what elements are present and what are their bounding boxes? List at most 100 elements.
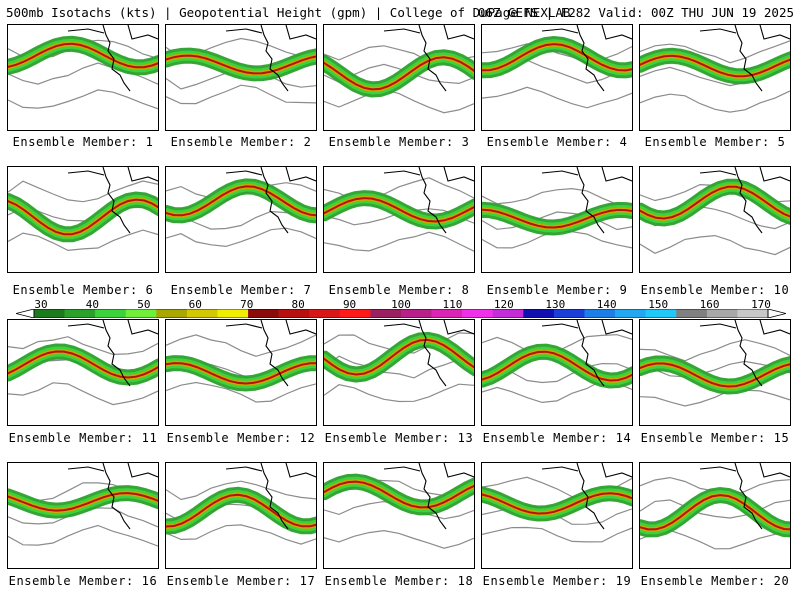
ensemble-member-map-14 xyxy=(481,319,633,426)
coastline xyxy=(699,25,790,92)
colorbar-swatch xyxy=(248,309,279,318)
height-contour xyxy=(640,499,790,519)
ensemble-member-label: Ensemble Member: 10 xyxy=(640,283,790,297)
coastline xyxy=(225,320,316,387)
height-contour xyxy=(482,43,632,65)
ensemble-member-label: Ensemble Member: 9 xyxy=(486,283,628,297)
colorbar-tick-label: 170 xyxy=(751,298,771,311)
ensemble-member-label: Ensemble Member: 14 xyxy=(482,431,632,445)
height-contour xyxy=(166,84,316,105)
ensemble-member-label: Ensemble Member: 18 xyxy=(324,574,474,588)
coastline xyxy=(67,25,158,92)
ensemble-member-map-9 xyxy=(481,166,633,273)
height-contour xyxy=(166,480,316,501)
ensemble-member-label: Ensemble Member: 17 xyxy=(166,574,316,588)
isotach-band xyxy=(8,350,158,379)
isotach-band xyxy=(166,493,316,528)
height-contour xyxy=(8,382,158,406)
colorbar-tick-label: 140 xyxy=(596,298,617,311)
colorbar-swatch xyxy=(370,309,402,318)
colorbar-tick-label: 100 xyxy=(391,298,411,311)
colorbar-swatch xyxy=(706,309,738,318)
isotach-band xyxy=(324,480,474,509)
coastline xyxy=(383,167,474,234)
coastline xyxy=(699,463,790,530)
ensemble-member-map-4 xyxy=(481,24,633,131)
ensemble-member-map-13 xyxy=(323,319,475,426)
ensemble-member-label: Ensemble Member: 3 xyxy=(328,135,470,149)
height-contour xyxy=(640,40,790,64)
isotach-band xyxy=(8,42,158,69)
isotach-band xyxy=(166,185,316,217)
ensemble-member-label: Ensemble Member: 1 xyxy=(12,135,154,149)
height-contour xyxy=(8,524,158,547)
ensemble-member-label: Ensemble Member: 4 xyxy=(486,135,628,149)
colorbar-swatch xyxy=(339,309,371,318)
colorbar-tick-label: 90 xyxy=(342,298,357,311)
colorbar-swatch xyxy=(64,309,96,318)
height-contour xyxy=(8,229,158,252)
ensemble-member-map-5 xyxy=(639,24,791,131)
height-contour xyxy=(324,231,474,252)
ensemble-member-label: Ensemble Member: 13 xyxy=(324,431,474,445)
height-contour xyxy=(640,339,790,362)
ensemble-member-map-7 xyxy=(165,166,317,273)
isotach-colorbar: 30 40 50 60 70 80 90 100 110 120 130 140 150 160 170 xyxy=(16,298,786,320)
height-contour xyxy=(324,529,474,549)
colorbar-swatch xyxy=(584,309,616,318)
map-title: 500mb Isotachs (kts) | Geopotential Heig… xyxy=(6,5,571,20)
ensemble-member-label: Ensemble Member: 20 xyxy=(640,574,790,588)
isotach-band xyxy=(640,494,790,531)
ensemble-member-map-16 xyxy=(7,462,159,569)
ensemble-member-map-2 xyxy=(165,24,317,131)
colorbar-swatch xyxy=(217,309,249,318)
coastline xyxy=(541,25,632,92)
colorbar-swatch xyxy=(156,309,188,318)
height-contour xyxy=(482,187,632,208)
model-run-valid-time: 06Z GEFS | F282 Valid: 00Z THU JUN 19 20… xyxy=(477,5,794,20)
colorbar-swatch xyxy=(737,309,769,318)
height-contour xyxy=(8,89,158,110)
coastline xyxy=(541,320,632,387)
height-contour xyxy=(640,90,790,113)
colorbar-swatch xyxy=(676,309,708,318)
isotach-band xyxy=(8,492,158,512)
ensemble-member-label: Ensemble Member: 11 xyxy=(8,431,158,445)
colorbar-swatch xyxy=(462,309,494,318)
height-contour xyxy=(166,334,316,357)
isotach-band xyxy=(324,338,474,376)
isotach-band xyxy=(324,56,474,91)
coastline xyxy=(225,167,316,234)
ensemble-member-label: Ensemble Member: 6 xyxy=(12,283,154,297)
ensemble-member-label: Ensemble Member: 7 xyxy=(170,283,312,297)
colorbar-swatch xyxy=(523,309,555,318)
ensemble-member-map-19 xyxy=(481,462,633,569)
ensemble-member-map-8 xyxy=(323,166,475,273)
colorbar-tick-label: 70 xyxy=(240,298,254,311)
isotach-band xyxy=(482,350,632,382)
coastline xyxy=(541,167,632,234)
ensemble-member-label: Ensemble Member: 19 xyxy=(482,574,632,588)
colorbar-under-arrow xyxy=(16,309,35,318)
colorbar-swatch xyxy=(125,309,157,318)
colorbar-swatch xyxy=(95,309,127,318)
coastline xyxy=(67,167,158,234)
coastline xyxy=(67,463,158,530)
isotach-band xyxy=(482,492,632,515)
height-contour xyxy=(166,227,316,248)
coastline xyxy=(383,463,474,530)
colorbar-swatch xyxy=(34,309,65,318)
height-contour xyxy=(482,211,632,231)
colorbar-swatch xyxy=(492,309,524,318)
ensemble-member-map-18 xyxy=(323,462,475,569)
isotach-band xyxy=(166,362,316,385)
isotach-band xyxy=(640,54,790,78)
colorbar-tick-label: 150 xyxy=(648,298,669,311)
height-contour xyxy=(166,381,316,403)
colorbar-tick-label: 130 xyxy=(545,298,566,311)
colorbar-swatch xyxy=(615,309,646,318)
colorbar-swatch xyxy=(553,309,585,318)
colorbar-over-arrow xyxy=(767,309,786,318)
ensemble-member-label: Ensemble Member: 8 xyxy=(328,283,470,297)
ensemble-member-label: Ensemble Member: 2 xyxy=(170,135,312,149)
